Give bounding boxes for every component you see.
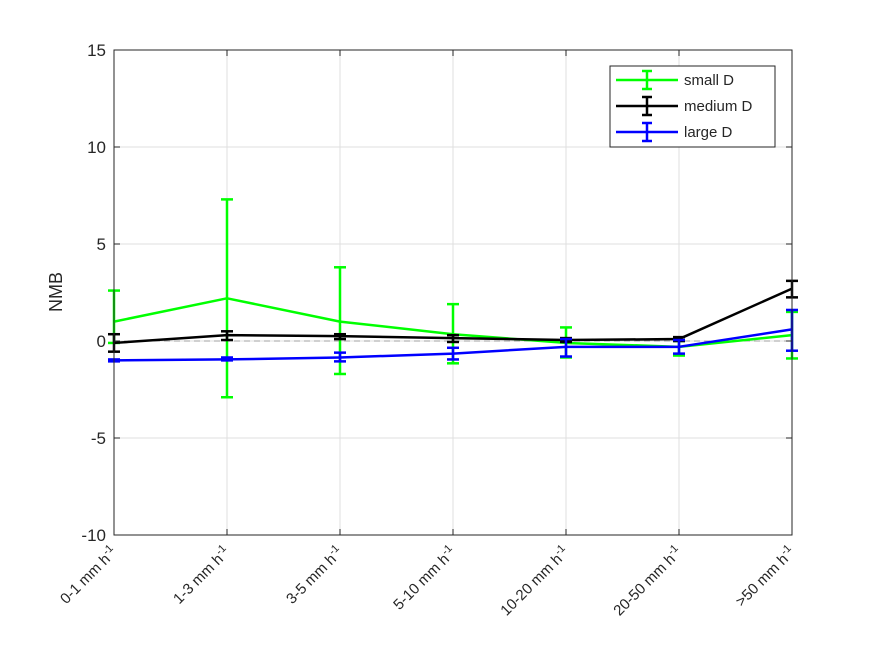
x-tick-label: 0-1 mm h-1: [56, 542, 121, 607]
x-tick-label-text: 3-5 mm h: [283, 551, 340, 608]
legend-label: medium D: [684, 98, 753, 115]
y-tick-label: -5: [91, 429, 106, 448]
legend-label: small D: [684, 72, 734, 89]
legend: small D medium D large D: [609, 65, 776, 148]
x-tick-label: >50 mm h-1: [731, 542, 799, 610]
legend-item: small D: [616, 69, 734, 91]
x-tick-label-text: 0-1 mm h: [57, 551, 114, 608]
legend-label: large D: [684, 124, 733, 141]
y-tick-label: 10: [87, 138, 106, 157]
x-tick-label: 10-20 mm h-1: [496, 542, 573, 619]
y-tick-label: 15: [87, 41, 106, 60]
legend-item: large D: [616, 121, 733, 143]
y-axis-label: NMB: [46, 272, 66, 312]
x-tick-label: 20-50 mm h-1: [609, 542, 686, 619]
x-tick-label-text: 1-3 mm h: [170, 551, 227, 608]
y-tick-label: -10: [81, 526, 106, 545]
x-tick-label: 3-5 mm h-1: [282, 542, 347, 607]
y-axis-ticks: -10 -5 0 5 10 15: [81, 41, 792, 545]
y-tick-label: 0: [97, 332, 106, 351]
y-tick-label: 5: [97, 235, 106, 254]
x-tick-label-text: 10-20 mm h: [497, 551, 566, 620]
x-tick-label-text: >50 mm h: [732, 551, 791, 610]
x-tick-label: 1-3 mm h-1: [169, 542, 234, 607]
series-line: [113, 328, 793, 362]
x-tick-label-text: 20-50 mm h: [610, 551, 679, 620]
x-tick-label: 5-10 mm h-1: [389, 542, 460, 613]
x-tick-label-text: 5-10 mm h: [390, 551, 453, 614]
legend-item: medium D: [616, 95, 753, 117]
